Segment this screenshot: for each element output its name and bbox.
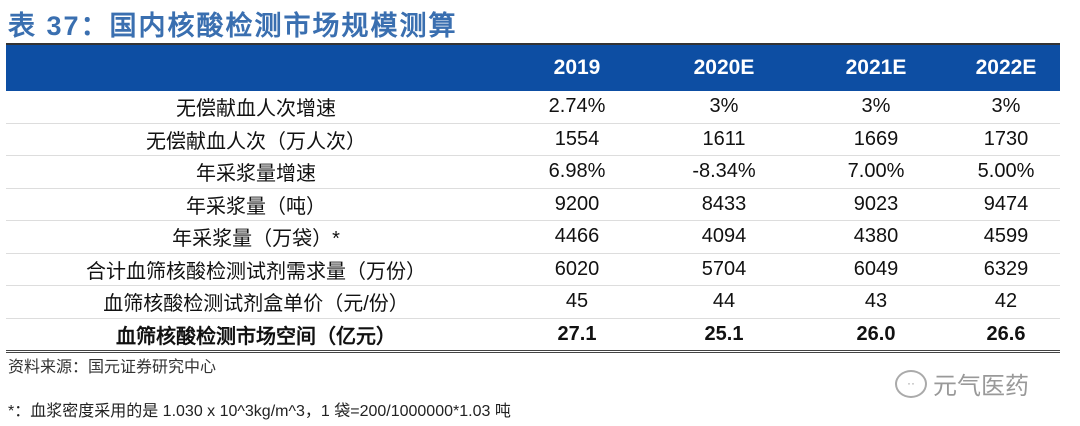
value-cell: 3% <box>952 91 1060 124</box>
column-header: 2020E <box>693 56 755 79</box>
value-cell: 26.6 <box>952 318 1060 353</box>
value-cell: 2.74% <box>506 91 648 124</box>
row-label: 血筛核酸检测试剂盒单价（元/份） <box>6 285 506 319</box>
value-cell: 4094 <box>648 220 800 254</box>
header-row: 2019 2020E 2021E 2022E <box>6 44 1060 91</box>
value-cell: 6020 <box>506 253 648 286</box>
column-header: 2021E <box>845 56 907 79</box>
value-cell: -8.34% <box>648 155 800 189</box>
row-label: 年采浆量增速 <box>6 155 506 189</box>
value-cell: 6.98% <box>506 155 648 189</box>
value-cell: 9200 <box>506 188 648 221</box>
value-cell: 4466 <box>506 220 648 254</box>
value-cell: 1669 <box>800 123 952 156</box>
value-cell: 27.1 <box>506 318 648 353</box>
value-cell: 8433 <box>648 188 800 221</box>
watermark: ·· 元气医药 <box>895 366 1029 401</box>
source-note: 资料来源：国元证券研究中心 <box>8 359 217 376</box>
value-cell: 6329 <box>952 253 1060 286</box>
table-row: 年采浆量（万袋）* 4466 4094 4380 4599 <box>6 220 1060 254</box>
row-label: 年采浆量（吨） <box>6 188 506 221</box>
row-label: 无偿献血人次（万人次） <box>6 123 506 156</box>
value-cell: 1611 <box>648 123 800 156</box>
table-row: 血筛核酸检测市场空间（亿元） 27.1 25.1 26.0 26.6 <box>6 318 1060 353</box>
value-cell: 5.00% <box>952 155 1060 189</box>
table-row: 年采浆量（吨） 9200 8433 9023 9474 <box>6 188 1060 221</box>
column-header: 2022E <box>975 56 1037 79</box>
table-row: 血筛核酸检测试剂盒单价（元/份） 45 44 43 42 <box>6 285 1060 319</box>
row-label: 年采浆量（万袋）* <box>6 220 506 254</box>
value-cell: 26.0 <box>800 318 952 353</box>
column-header <box>6 44 506 91</box>
column-header: 2019 <box>553 56 601 79</box>
table-title: 表 37：国内核酸检测市场规模测算 <box>8 11 458 41</box>
value-cell: 44 <box>648 285 800 319</box>
value-cell: 9474 <box>952 188 1060 221</box>
watermark-text: 元气医药 <box>933 373 1029 400</box>
value-cell: 6049 <box>800 253 952 286</box>
value-cell: 1554 <box>506 123 648 156</box>
value-cell: 9023 <box>800 188 952 221</box>
row-label: 合计血筛核酸检测试剂需求量（万份） <box>6 253 506 286</box>
table-row: 无偿献血人次增速 2.74% 3% 3% 3% <box>6 91 1060 124</box>
value-cell: 5704 <box>648 253 800 286</box>
table-row: 年采浆量增速 6.98% -8.34% 7.00% 5.00% <box>6 155 1060 189</box>
value-cell: 42 <box>952 285 1060 319</box>
footnote: *：血浆密度采用的是 1.030 x 10^3kg/m^3，1 袋=200/10… <box>8 403 511 420</box>
row-label: 无偿献血人次增速 <box>6 91 506 124</box>
row-label: 血筛核酸检测市场空间（亿元） <box>6 318 506 353</box>
value-cell: 25.1 <box>648 318 800 353</box>
value-cell: 3% <box>800 91 952 124</box>
value-cell: 4599 <box>952 220 1060 254</box>
table-row: 合计血筛核酸检测试剂需求量（万份） 6020 5704 6049 6329 <box>6 253 1060 286</box>
market-size-table: 2019 2020E 2021E 2022E 无偿献血人次增速 2.74% 3% 3% 3% 无… <box>6 43 1060 353</box>
value-cell: 45 <box>506 285 648 319</box>
value-cell: 4380 <box>800 220 952 254</box>
table-row: 无偿献血人次（万人次） 1554 1611 1669 1730 <box>6 123 1060 156</box>
value-cell: 7.00% <box>800 155 952 189</box>
value-cell: 43 <box>800 285 952 319</box>
wechat-icon: ·· <box>895 369 927 398</box>
value-cell: 3% <box>648 91 800 124</box>
value-cell: 1730 <box>952 123 1060 156</box>
